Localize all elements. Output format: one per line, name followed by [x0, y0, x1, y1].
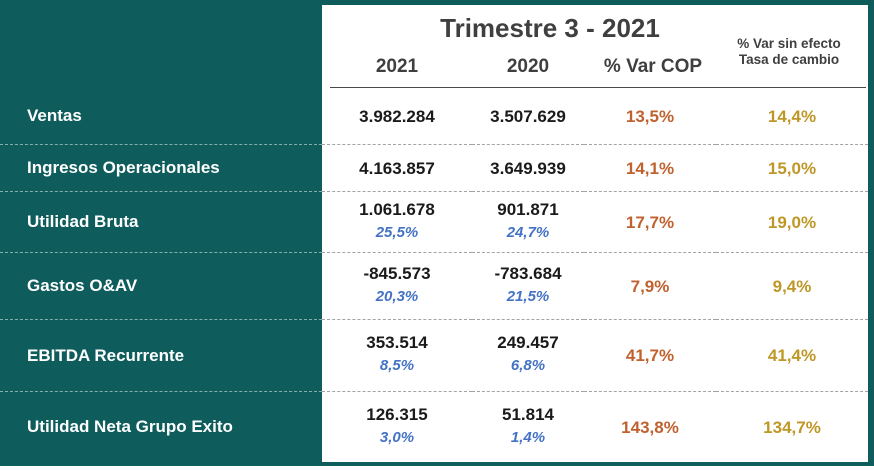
value-2020-cell: 51.814 1,4% [472, 392, 584, 462]
value-2021: 3.982.284 [359, 106, 435, 126]
value-2020: 3.649.939 [490, 158, 566, 178]
row-labels-panel [0, 0, 322, 462]
value-2021-cell: 126.315 3,0% [322, 392, 472, 462]
column-header-var-fx-line1: % Var sin efecto [737, 36, 841, 51]
value-2020: 3.507.629 [490, 106, 566, 126]
var-cop-value: 41,7% [625, 346, 675, 365]
value-2020-cell: 3.507.629 [472, 88, 584, 145]
table-row-gastos-oav: Gastos O&AV -845.573 20,3% -783.684 21,5… [0, 253, 868, 320]
var-cop-value: 143,8% [621, 417, 679, 437]
value-2021-cell: 3.982.284 [322, 88, 472, 145]
row-label: Utilidad Bruta [0, 192, 322, 253]
var-cop-cell: 17,7% [584, 192, 716, 253]
margin-2020: 21,5% [506, 287, 550, 305]
margin-2020: 24,7% [506, 223, 550, 241]
value-2021-cell: 4.163.857 [322, 145, 472, 192]
var-fx-value: 9,4% [772, 276, 812, 296]
value-2021: 1.061.678 [359, 199, 435, 219]
margin-2021: 8,5% [379, 357, 415, 374]
var-fx-value: 15,0% [767, 158, 817, 178]
var-cop-cell: 41,7% [584, 320, 716, 392]
var-fx-value: 134,7% [763, 417, 821, 437]
value-2021: 126.315 [366, 404, 428, 424]
margin-2021: 3,0% [379, 428, 415, 446]
row-label: Ingresos Operacionales [0, 145, 322, 192]
var-cop-cell: 13,5% [584, 88, 716, 145]
var-fx-cell: 134,7% [716, 392, 868, 462]
value-2020: 51.814 [502, 404, 554, 424]
column-header-2020: 2020 [506, 56, 550, 77]
value-2020-cell: 901.871 24,7% [472, 192, 584, 253]
value-2021: 353.514 [366, 333, 428, 352]
var-cop-value: 14,1% [625, 158, 675, 178]
value-2021-cell: -845.573 20,3% [322, 253, 472, 320]
var-fx-value: 19,0% [767, 212, 817, 232]
row-label: Ventas [0, 88, 322, 145]
column-header-var-fx: % Var sin efecto Tasa de cambio [714, 36, 864, 68]
value-2021: -845.573 [363, 263, 431, 283]
row-label: Gastos O&AV [0, 253, 322, 320]
margin-2021: 20,3% [375, 287, 419, 305]
row-label: Utilidad Neta Grupo Exito [27, 417, 233, 436]
value-2021: 4.163.857 [359, 158, 435, 178]
value-2021-cell: 353.514 8,5% [322, 320, 472, 392]
column-header-2021: 2021 [375, 56, 419, 77]
value-2020: -783.684 [494, 263, 562, 283]
header-underline [330, 87, 866, 88]
table-title: Trimestre 3 - 2021 [440, 13, 660, 43]
var-fx-value: 14,4% [767, 106, 817, 126]
table-row-utilidad-bruta: Utilidad Bruta 1.061.678 25,5% 901.871 2… [0, 192, 868, 253]
table-row-ventas: Ventas 3.982.284 3.507.629 13,5% 14,4% [0, 88, 868, 145]
value-2020: 901.871 [497, 199, 559, 219]
var-cop-value: 17,7% [625, 212, 675, 232]
margin-2021: 25,5% [375, 223, 419, 241]
column-header-var-fx-line2: Tasa de cambio [738, 52, 840, 67]
value-2020-cell: 249.457 6,8% [472, 320, 584, 392]
var-fx-cell: 19,0% [716, 192, 868, 253]
var-cop-cell: 14,1% [584, 145, 716, 192]
var-cop-value: 13,5% [625, 106, 675, 126]
var-cop-cell: 143,8% [584, 392, 716, 462]
var-fx-cell: 14,4% [716, 88, 868, 145]
column-header-var-cop: % Var COP [603, 56, 703, 77]
row-label: EBITDA Recurrente [0, 320, 322, 392]
var-cop-value: 7,9% [630, 276, 670, 296]
table-row-ebitda-recurrente: EBITDA Recurrente 353.514 8,5% 249.457 6… [0, 320, 868, 392]
var-fx-cell: 9,4% [716, 253, 868, 320]
var-fx-cell: 41,4% [716, 320, 868, 392]
value-2021-cell: 1.061.678 25,5% [322, 192, 472, 253]
margin-2020: 6,8% [510, 357, 546, 374]
var-fx-value: 41,4% [767, 346, 817, 365]
value-2020: 249.457 [497, 333, 559, 352]
value-2020-cell: 3.649.939 [472, 145, 584, 192]
margin-2020: 1,4% [510, 428, 546, 446]
table-row-ingresos-operacionales: Ingresos Operacionales 4.163.857 3.649.9… [0, 145, 868, 192]
value-2020-cell: -783.684 21,5% [472, 253, 584, 320]
var-cop-cell: 7,9% [584, 253, 716, 320]
var-fx-cell: 15,0% [716, 145, 868, 192]
table-row-utilidad-neta: Utilidad Neta Grupo Exito 126.315 3,0% 5… [0, 392, 868, 462]
